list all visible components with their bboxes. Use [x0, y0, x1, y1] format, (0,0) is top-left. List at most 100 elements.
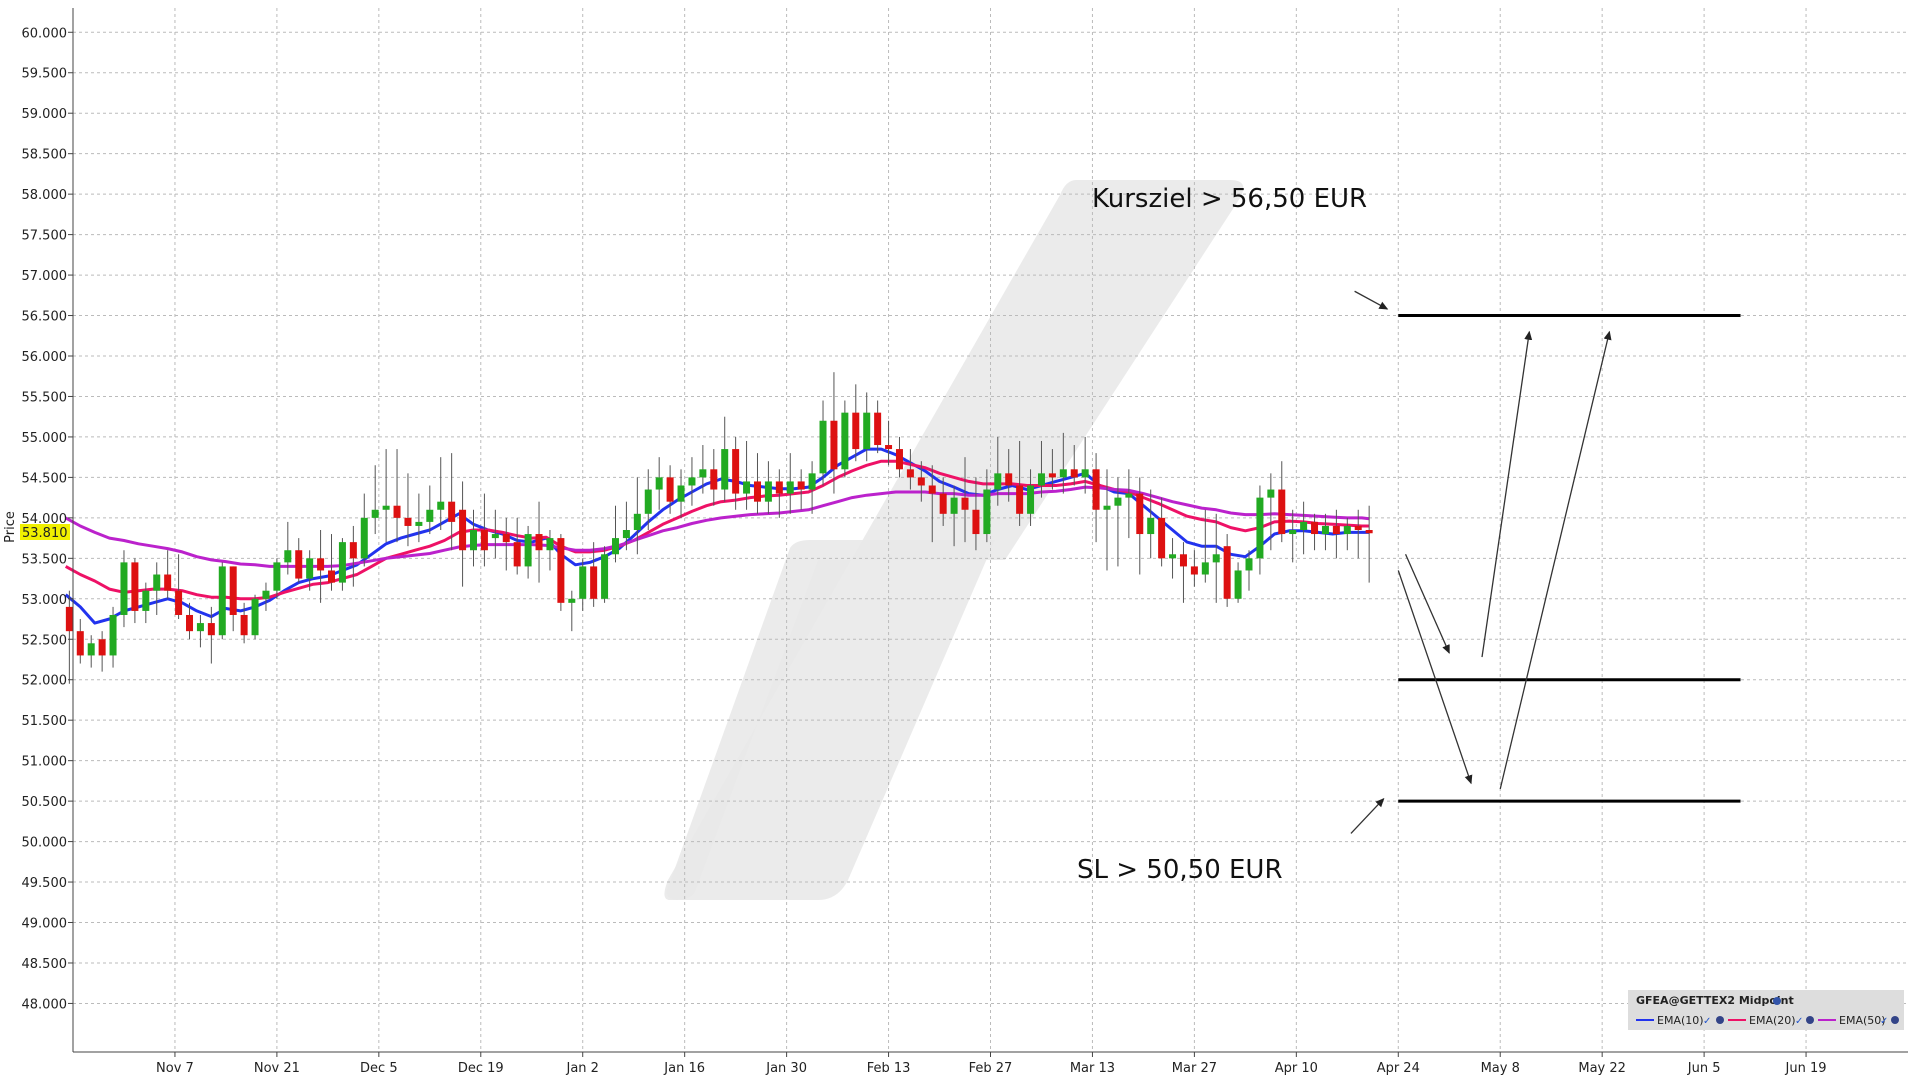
candle-body: [426, 509, 434, 522]
candle-body: [448, 501, 456, 522]
candle-body: [76, 631, 84, 656]
y-tick-label: 58.500: [22, 148, 68, 163]
candle-body: [404, 517, 412, 526]
candle-body: [251, 598, 259, 636]
candle-body: [688, 477, 696, 486]
y-tick-label: 55.000: [22, 431, 68, 446]
candle-body: [1169, 554, 1177, 559]
candle-body: [295, 550, 303, 579]
annotation-arrow: [1481, 330, 1533, 658]
series-line-ema20: [64, 459, 1370, 601]
candle-body: [1147, 517, 1155, 535]
gridlines: [73, 8, 1908, 1052]
x-tick-label: Dec 19: [458, 1061, 504, 1076]
legend-item-ema10: EMA(10): [1657, 1014, 1704, 1027]
check-icon[interactable]: ✓: [1703, 1016, 1711, 1027]
candle-body: [349, 542, 357, 559]
annotation-arrow: [1354, 290, 1389, 310]
candle-body: [1016, 485, 1024, 514]
settings-icon[interactable]: [1891, 1016, 1899, 1024]
y-tick-label: 59.500: [22, 67, 68, 82]
candle-body: [961, 497, 969, 510]
candle-body: [863, 412, 871, 450]
x-tick-label: Nov 7: [156, 1061, 194, 1076]
candle-body: [939, 493, 947, 514]
x-tick-label: Jan 2: [565, 1061, 598, 1076]
y-tick-label: 48.000: [22, 997, 68, 1012]
candle-body: [513, 542, 521, 567]
candle-body: [306, 558, 314, 579]
series-layer: [64, 447, 1370, 625]
y-tick-label: 56.500: [22, 310, 68, 325]
candle-body: [393, 505, 401, 518]
candle-body: [164, 574, 172, 591]
candle-body: [273, 562, 281, 591]
candle-body: [131, 562, 139, 611]
candle-body: [590, 566, 598, 599]
x-tick-label: Jun 5: [1687, 1061, 1721, 1076]
current-price-tag: [20, 524, 70, 540]
candle-body: [928, 485, 936, 494]
x-tick-label: Jan 16: [663, 1061, 705, 1076]
candle-body: [415, 521, 423, 526]
annotation-arrow: [1397, 570, 1473, 785]
candle-body: [666, 477, 674, 502]
candle-body: [1081, 469, 1089, 478]
candle-body: [109, 614, 117, 656]
candle-body: [120, 562, 128, 615]
candle-body: [601, 554, 609, 599]
settings-icon[interactable]: [1806, 1016, 1814, 1024]
y-tick-label: 59.000: [22, 107, 68, 122]
candle-body: [1332, 525, 1340, 535]
candle-body: [1179, 554, 1187, 567]
check-icon[interactable]: ✓: [1795, 1016, 1803, 1027]
y-tick-label: 57.500: [22, 229, 68, 244]
y-tick-label: 53.500: [22, 552, 68, 567]
legend: GFEA@GETTEX2 Midpoint EMA(10) ✓ EMA(20) …: [1628, 990, 1904, 1030]
candle-body: [1223, 546, 1231, 599]
candle-body: [87, 643, 95, 656]
candle-body: [360, 517, 368, 559]
candle-body: [382, 505, 390, 510]
x-tick-label: Apr 24: [1377, 1061, 1420, 1076]
candle-body: [852, 412, 860, 450]
candle-body: [1234, 570, 1242, 599]
candle-body: [262, 590, 270, 599]
y-tick-label: 54.000: [22, 512, 68, 527]
candle-body: [338, 542, 346, 583]
candle-body: [1070, 469, 1078, 478]
settings-icon[interactable]: [1716, 1016, 1724, 1024]
candle-body: [1190, 566, 1198, 575]
candle-body: [797, 481, 805, 490]
candle-body: [153, 574, 161, 591]
check-icon[interactable]: ✓: [1880, 1016, 1888, 1027]
candle-body: [1092, 469, 1100, 510]
candle-body: [885, 445, 893, 450]
candle-body: [753, 481, 761, 502]
annotation-arrow: [1404, 554, 1450, 654]
annotation-arrows: [1350, 290, 1612, 834]
x-tick-label: Feb 13: [867, 1061, 911, 1076]
candle-body: [983, 489, 991, 535]
candle-body: [1125, 493, 1133, 498]
candle-body: [175, 590, 183, 615]
x-tick-label: Mar 27: [1172, 1061, 1217, 1076]
candle-body: [655, 477, 663, 490]
candle-body: [677, 485, 685, 502]
current-price-value: 53.810: [22, 526, 68, 541]
candle-body: [906, 469, 914, 478]
candle-body: [328, 570, 336, 583]
y-tick-label: 53.000: [22, 593, 68, 608]
y-tick-label: 52.000: [22, 674, 68, 689]
legend-box: [1628, 990, 1904, 1030]
series-line-ema10: [64, 447, 1370, 625]
y-tick-label: 50.500: [22, 795, 68, 810]
candle-body: [1158, 517, 1166, 559]
candle-body: [229, 566, 237, 615]
candle-body: [895, 449, 903, 470]
candle-body: [1103, 505, 1111, 510]
candle-body: [732, 449, 740, 494]
x-tick-label: Nov 21: [254, 1061, 300, 1076]
candle-body: [317, 558, 325, 571]
